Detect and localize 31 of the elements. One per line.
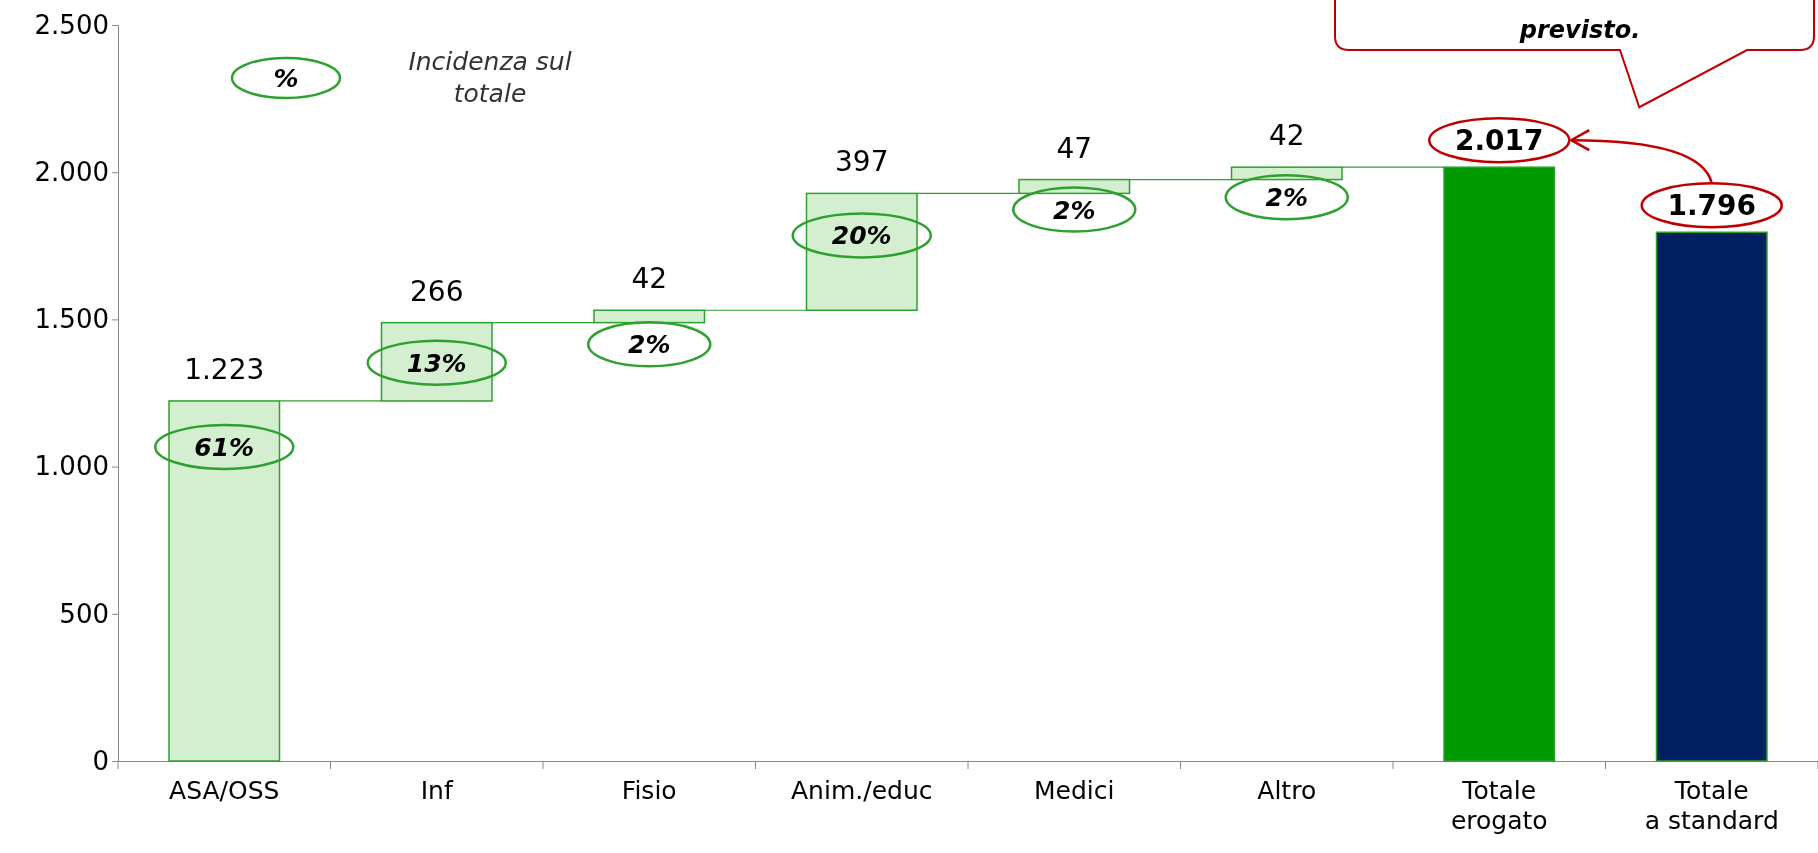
- data-label: 266: [410, 274, 464, 308]
- data-label: 42: [631, 262, 668, 296]
- data-label: 1.223: [184, 352, 265, 386]
- y-tick-label: 1.500: [34, 304, 109, 335]
- y-tick-label: 2.000: [34, 157, 109, 188]
- annotation: 20%: [831, 221, 892, 251]
- x-tick-label: Totale a standard: [1644, 776, 1779, 835]
- x-tick-label: Altro: [1257, 776, 1317, 805]
- data-label: 1.796: [1667, 189, 1757, 223]
- y-tick-label: 500: [59, 598, 109, 629]
- annotation: 61%: [194, 432, 255, 462]
- x-tick-label: Anim./educ: [791, 776, 933, 805]
- data-label: 2.017: [1454, 124, 1544, 158]
- annotation: 2%: [1053, 195, 1096, 225]
- y-tick-label: 2.500: [34, 9, 109, 40]
- x-tick-label: Medici: [1034, 776, 1115, 805]
- x-tick-label: Fisio: [621, 776, 677, 805]
- annotation: 13%: [406, 348, 467, 378]
- annotation: previsto.: [1518, 16, 1641, 44]
- data-label: 42: [1268, 119, 1305, 153]
- data-label: 397: [835, 145, 889, 179]
- y-tick-label: 1.000: [34, 451, 109, 482]
- data-label: 47: [1056, 131, 1093, 165]
- x-tick-label: Inf: [420, 776, 454, 805]
- x-tick-label: ASA/OSS: [169, 776, 280, 805]
- y-tick-label: 0: [92, 745, 109, 776]
- annotation: 2%: [1265, 183, 1308, 213]
- annotation: %: [273, 64, 299, 93]
- annotation: 2%: [628, 330, 671, 360]
- x-tick-label: Totale erogato: [1450, 776, 1548, 835]
- annotation: Incidenza sul totale: [408, 47, 572, 108]
